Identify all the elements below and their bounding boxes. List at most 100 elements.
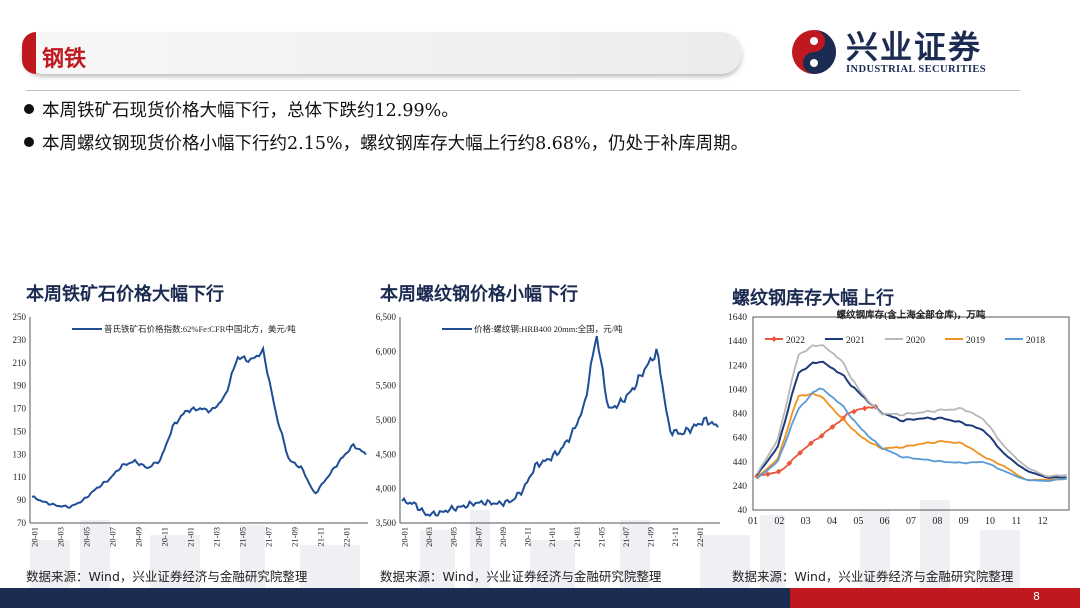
y-tick-label: 1640 [728, 313, 747, 323]
y-tick-label: 6,500 [376, 312, 397, 322]
bullet-item: 本周螺纹钢现货价格小幅下行约2.15%，螺纹钢库存大幅上行约8.68%，仍处于补… [24, 130, 748, 155]
y-tick-label: 250 [13, 312, 27, 322]
legend-label: 2019 [966, 336, 985, 346]
y-tick-label: 5,000 [376, 415, 397, 425]
marker-2022 [861, 405, 868, 412]
marker-2022 [829, 424, 836, 430]
y-tick-label: 4,000 [376, 484, 397, 494]
legend-label: 2020 [906, 336, 925, 346]
x-tick-label: 07 [906, 516, 916, 527]
x-tick-label: 20-05 [449, 527, 459, 547]
bullet-text: 本周铁矿石现货价格大幅下行，总体下跌约12.99%。 [42, 101, 459, 121]
iron-ore-price-chart: 70 90 110 130 150 170 190 210 230 250 20-01 20-03 20… [13, 312, 368, 547]
x-tick-label: 04 [827, 516, 837, 527]
footer-red-band [790, 588, 1080, 608]
logo-text-cn: 兴业证券 [846, 28, 983, 66]
y-tick-label: 190 [13, 381, 27, 391]
x-tick-label: 01 [748, 516, 758, 527]
y-tick-label: 240 [733, 482, 748, 492]
legend-marker [771, 336, 777, 342]
legend-label: 价格:螺纹钢:HRB400 20mm:全国，元/吨 [474, 324, 623, 334]
legend-label: 2022 [786, 336, 805, 346]
y-tick-label: 4,500 [376, 449, 397, 459]
series-line-2020 [756, 344, 1067, 478]
x-tick-label: 22-01 [695, 527, 705, 547]
x-tick-label: 21-07 [621, 527, 631, 547]
y-tick-label: 70 [17, 518, 27, 528]
bullet-dot-icon [24, 137, 34, 147]
bullet-dot-icon [24, 104, 34, 114]
x-tick-label: 21-01 [547, 527, 557, 547]
x-tick-label: 20-11 [160, 527, 170, 547]
logo-mark-icon [792, 30, 836, 74]
series-line-2018 [756, 387, 1067, 483]
footer-bar: 8 [0, 588, 1080, 608]
x-tick-label: 20-07 [473, 527, 483, 547]
x-tick-label: 20-01 [399, 527, 409, 547]
chart-3-source: 数据来源：Wind，兴业证券经济与金融研究院整理 [732, 569, 1014, 584]
marker-2022 [797, 450, 803, 456]
section-title-bar [22, 32, 742, 74]
series-line-2019 [756, 392, 1067, 482]
y-tick-label: 6,000 [376, 346, 397, 356]
rebar-inventory-chart: 螺纹钢库存(含上海全部仓库)，万吨 40 240 440 640 840 1040 1240 1… [728, 309, 1070, 527]
bullet-item: 本周铁矿石现货价格大幅下行，总体下跌约12.99%。 [24, 97, 459, 122]
page-number: 8 [1033, 590, 1040, 603]
x-tick-label: 21-03 [212, 527, 222, 547]
skyline-decoration [30, 500, 1020, 588]
series-line-2022 [756, 405, 876, 478]
inner-chart-title: 螺纹钢库存(含上海全部仓库)，万吨 [837, 309, 986, 321]
series-line [401, 335, 719, 517]
legend-label: 2018 [1026, 336, 1045, 346]
x-tick-label: 21-09 [290, 527, 300, 547]
x-tick-label: 10 [985, 516, 995, 527]
y-tick-label: 840 [733, 410, 748, 420]
x-tick-label: 21-01 [186, 527, 196, 547]
chart-2-source: 数据来源：Wind，兴业证券经济与金融研究院整理 [380, 569, 662, 584]
x-tick-label: 21-09 [646, 527, 656, 547]
y-tick-label: 440 [733, 458, 748, 468]
x-tick-label: 05 [853, 516, 863, 527]
y-tick-label: 170 [13, 404, 27, 414]
rebar-price-chart: 3,500 4,000 4,500 5,000 5,500 6,000 6,500 20-01… [376, 312, 720, 547]
y-tick-label: 1240 [728, 361, 747, 371]
x-tick-label: 20-09 [134, 527, 144, 547]
y-tick-label: 210 [13, 358, 27, 368]
x-tick-label: 20-11 [523, 527, 533, 547]
header-divider [26, 90, 1020, 91]
x-tick-label: 21-05 [596, 527, 606, 547]
x-tick-label: 06 [880, 516, 890, 527]
x-tick-label: 08 [932, 516, 942, 527]
plot-frame [752, 316, 1070, 511]
y-tick-label: 40 [738, 506, 748, 516]
chart-1-heading: 本周铁矿石价格大幅下行 [26, 284, 224, 305]
x-tick-label: 21-07 [264, 527, 274, 547]
x-tick-label: 11 [1012, 516, 1022, 527]
section-title: 钢铁 [42, 47, 87, 72]
bullet-text: 本周螺纹钢现货价格小幅下行约2.15%，螺纹钢库存大幅上行约8.68%，仍处于补… [42, 134, 749, 154]
x-tick-label: 02 [774, 516, 784, 527]
x-tick-label: 22-01 [342, 527, 352, 547]
series-line-2021 [756, 360, 1067, 479]
logo-text-en: INDUSTRIAL SECURITIES [846, 64, 986, 75]
x-tick-label: 03 [801, 516, 811, 527]
x-tick-label: 20-05 [82, 527, 92, 547]
y-tick-label: 5,500 [376, 381, 397, 391]
x-tick-label: 20-01 [30, 527, 40, 547]
series-line [31, 345, 367, 509]
x-tick-label: 21-05 [238, 527, 248, 547]
x-tick-label: 20-03 [424, 527, 434, 547]
legend-label: 2021 [846, 336, 865, 346]
y-tick-label: 1440 [728, 337, 747, 347]
y-tick-label: 3,500 [376, 518, 397, 528]
chart-2-heading: 本周螺纹钢价格小幅下行 [380, 284, 578, 305]
y-tick-label: 90 [17, 495, 27, 505]
legend-label: 普氏铁矿石价格指数:62%Fe:CFR中国北方，美元/吨 [104, 324, 296, 334]
x-tick-label: 20-09 [498, 527, 508, 547]
y-tick-label: 150 [13, 426, 27, 436]
y-tick-label: 110 [13, 472, 27, 482]
footer-navy-band [0, 588, 790, 608]
x-tick-label: 12 [1038, 516, 1048, 527]
y-tick-label: 1040 [728, 385, 747, 395]
title-accent [22, 32, 36, 74]
